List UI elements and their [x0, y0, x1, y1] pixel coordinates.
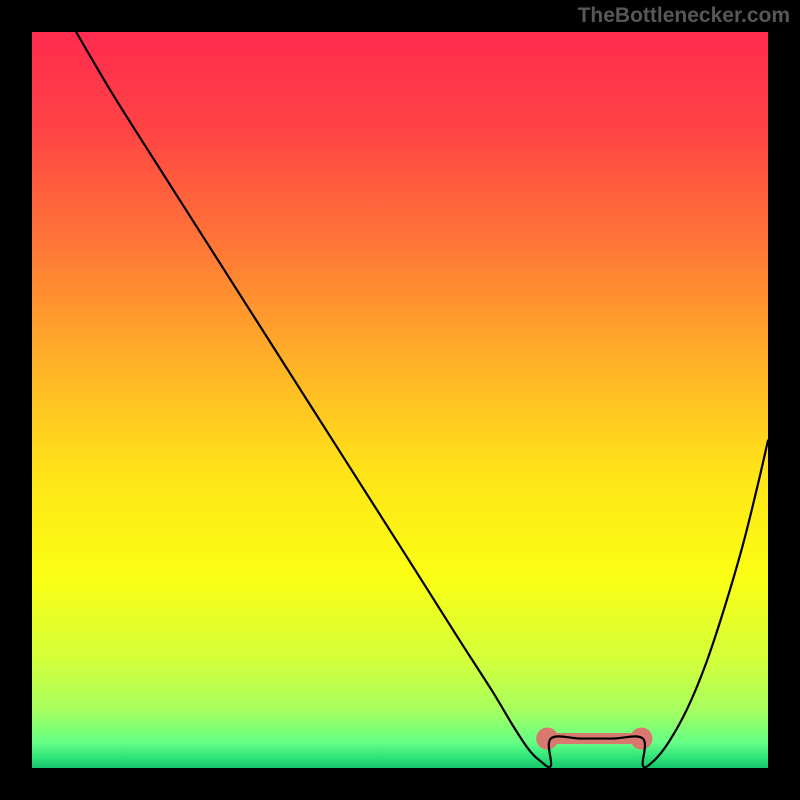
plateau-cap-left	[536, 728, 558, 750]
v-curve-path	[76, 32, 768, 767]
bottleneck-curve	[32, 32, 768, 768]
watermark-text: TheBottlenecker.com	[578, 4, 790, 28]
plot-area	[32, 32, 768, 768]
chart-frame: TheBottlenecker.com	[0, 0, 800, 800]
